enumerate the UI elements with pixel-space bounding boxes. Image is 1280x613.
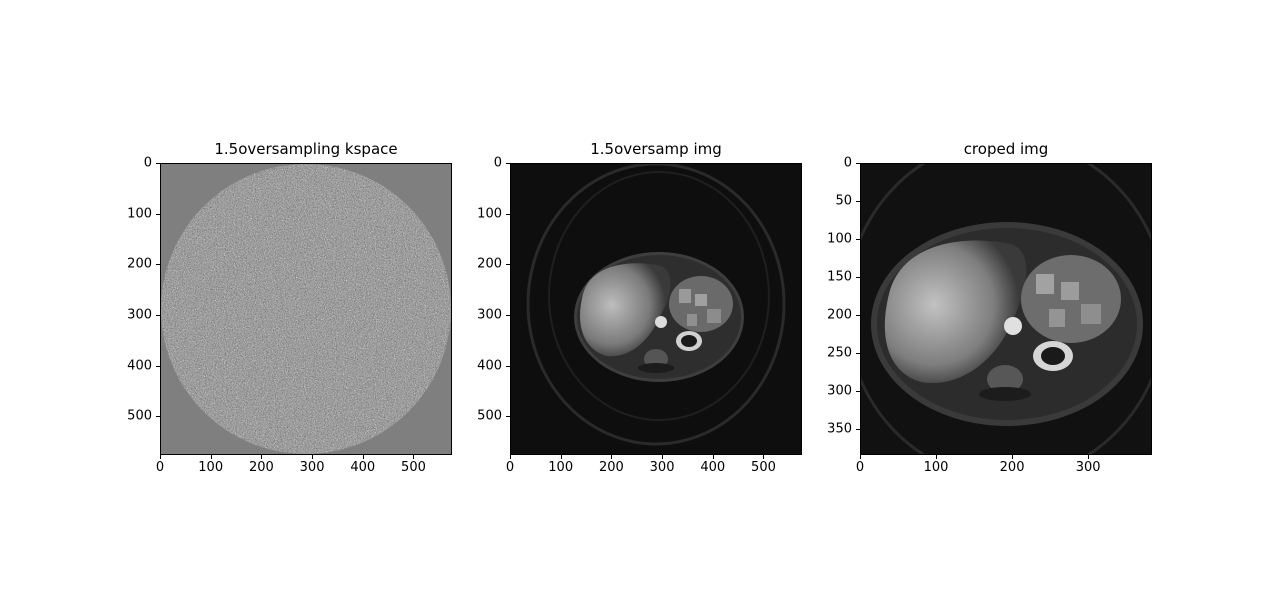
y-tick-mark [506,416,510,418]
y-tick-mark [856,353,860,355]
oversamp-mri-image [510,163,802,455]
x-tick-label: 100 [548,460,574,475]
y-tick-label: 300 [827,383,852,399]
x-tick-label: 500 [401,460,426,475]
x-tick-label: 300 [1075,460,1101,475]
y-tick-mark [156,213,160,215]
y-tick-mark [506,264,510,266]
x-tick-mark [160,455,161,459]
x-tick-label: 0 [505,460,515,475]
y-tick-label: 0 [143,155,152,171]
y-tick-mark [856,201,860,203]
y-tick-label: 500 [127,408,152,424]
y-tick-mark [856,391,860,393]
x-tick-mark [763,455,765,459]
y-tick-label: 100 [477,206,502,222]
x-tick-label: 100 [923,460,949,475]
x-tick-mark [611,455,613,459]
y-tick-label: 300 [127,307,152,323]
y-tick-mark [156,315,160,317]
y-tick-label: 200 [827,307,852,323]
x-tick-mark [662,455,664,459]
x-tick-mark [1088,455,1090,459]
y-tick-label: 200 [477,256,502,272]
panel-title-kspace: 1.5oversampling kspace [214,140,398,158]
x-tick-label: 400 [700,460,726,475]
y-tick-label: 400 [477,358,502,374]
x-tick-label: 300 [649,460,675,475]
x-tick-mark [712,455,714,459]
y-tick-label: 50 [835,193,852,209]
y-tick-label: 400 [127,358,152,374]
y-tick-mark [856,239,860,241]
y-tick-label: 350 [827,421,852,437]
x-tick-label: 0 [855,460,865,475]
x-tick-mark [510,455,511,459]
x-tick-mark [261,455,263,459]
x-tick-label: 500 [751,460,776,475]
y-tick-mark [506,213,510,215]
y-tick-label: 150 [827,269,852,285]
kspace-image [160,163,452,455]
y-tick-label: 100 [127,206,152,222]
x-tick-label: 100 [198,460,224,475]
x-tick-label: 0 [155,460,165,475]
y-tick-mark [506,163,510,164]
y-tick-label: 500 [477,408,502,424]
x-tick-mark [210,455,212,459]
y-tick-mark [506,315,510,317]
x-tick-mark [1012,455,1014,459]
x-tick-mark [936,455,938,459]
x-tick-label: 200 [598,460,624,475]
x-tick-label: 300 [299,460,325,475]
y-tick-label: 200 [127,256,152,272]
x-tick-label: 200 [248,460,274,475]
x-tick-label: 200 [999,460,1025,475]
x-tick-mark [362,455,364,459]
x-tick-mark [312,455,314,459]
x-tick-mark [413,455,415,459]
x-tick-mark [860,455,861,459]
y-tick-mark [156,365,160,367]
y-tick-mark [156,416,160,418]
y-tick-mark [856,429,860,431]
y-tick-mark [856,277,860,279]
y-tick-mark [856,163,860,164]
y-tick-label: 250 [827,345,852,361]
panel-title-croped-img: croped img [963,140,1049,158]
y-tick-label: 0 [843,155,852,171]
cropped-mri-image [860,163,1152,455]
y-tick-mark [156,163,160,164]
y-tick-label: 100 [827,231,852,247]
y-tick-label: 0 [493,155,502,171]
y-tick-label: 300 [477,307,502,323]
y-tick-mark [856,315,860,317]
y-tick-mark [506,365,510,367]
panel-title-oversamp-img: 1.5oversamp img [590,140,722,158]
y-tick-mark [156,264,160,266]
x-tick-mark [560,455,562,459]
x-tick-label: 400 [350,460,376,475]
